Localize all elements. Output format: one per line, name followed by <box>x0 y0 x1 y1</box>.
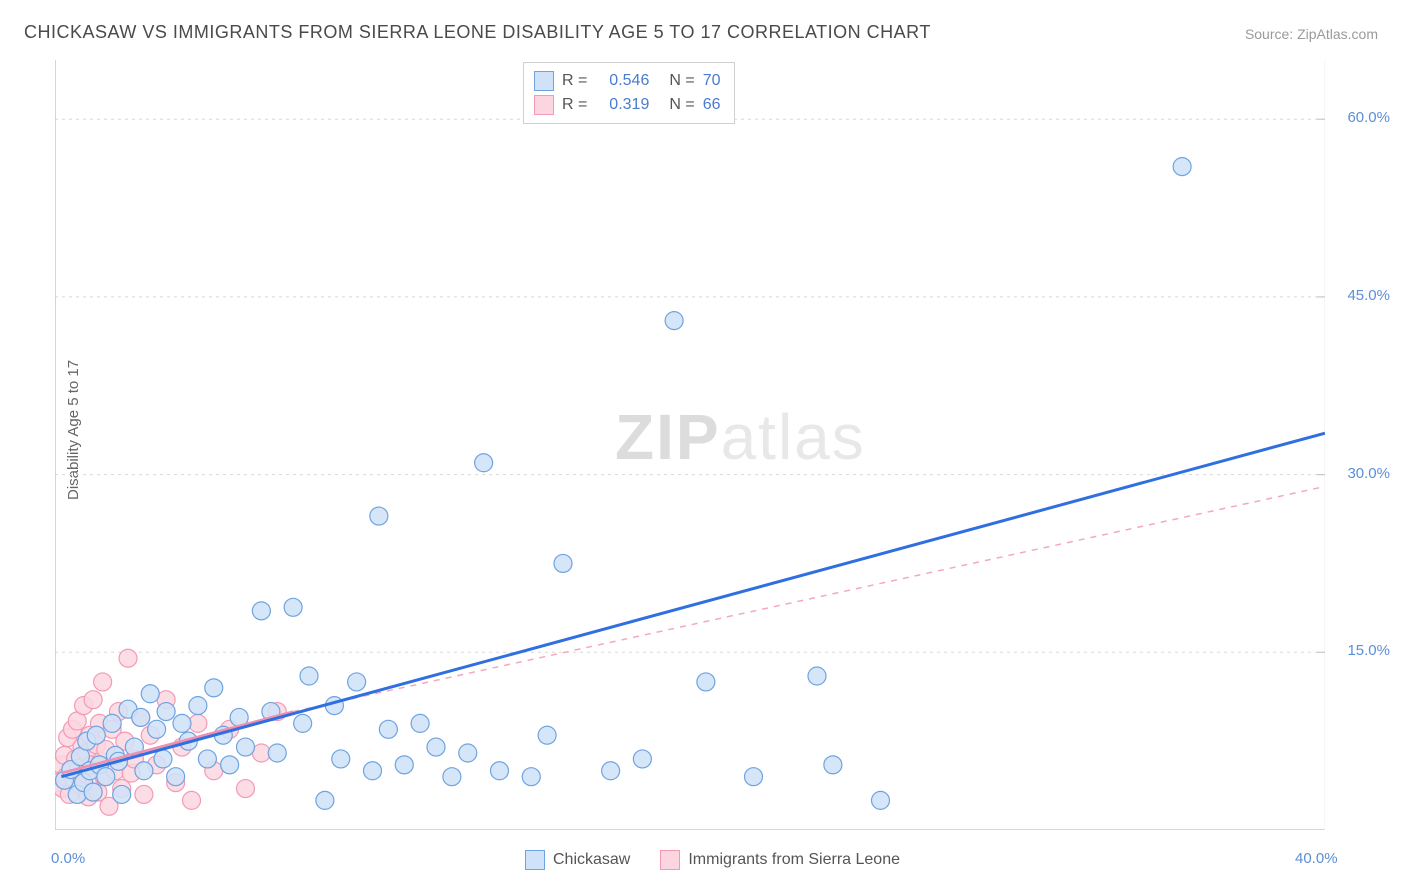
legend-swatch <box>525 850 545 870</box>
y-tick-label: 30.0% <box>1330 465 1390 482</box>
stat-n-value: 66 <box>703 93 721 117</box>
chart-title: CHICKASAW VS IMMIGRANTS FROM SIERRA LEON… <box>24 22 931 43</box>
stat-n-value: 70 <box>703 69 721 93</box>
series-swatch <box>534 95 554 115</box>
legend-swatch <box>660 850 680 870</box>
stat-n-label: N = <box>669 93 694 117</box>
scatter-plot <box>55 60 1325 830</box>
legend-item: Chickasaw <box>525 850 630 870</box>
y-tick-label: 60.0% <box>1330 109 1390 126</box>
stat-n-label: N = <box>669 69 694 93</box>
stat-r-value: 0.319 <box>595 93 649 117</box>
stats-row: R = 0.546 N = 70 <box>534 69 720 93</box>
stat-r-value: 0.546 <box>595 69 649 93</box>
y-tick-label: 45.0% <box>1330 287 1390 304</box>
stat-r-label: R = <box>562 93 587 117</box>
correlation-stats-box: R = 0.546 N = 70 R = 0.319 N = 66 <box>523 62 735 124</box>
legend-item: Immigrants from Sierra Leone <box>660 850 900 870</box>
stats-row: R = 0.319 N = 66 <box>534 93 720 117</box>
chart-area: Disability Age 5 to 17 ZIPatlas 15.0%30.… <box>55 60 1375 840</box>
series-legend: Chickasaw Immigrants from Sierra Leone <box>525 850 900 870</box>
x-axis-min-label: 0.0% <box>51 850 85 867</box>
y-tick-label: 15.0% <box>1330 642 1390 659</box>
legend-label: Chickasaw <box>553 851 630 869</box>
x-axis-max-label: 40.0% <box>1295 850 1338 867</box>
series-swatch <box>534 71 554 91</box>
legend-label: Immigrants from Sierra Leone <box>688 851 900 869</box>
source-attribution: Source: ZipAtlas.com <box>1245 26 1378 42</box>
stat-r-label: R = <box>562 69 587 93</box>
